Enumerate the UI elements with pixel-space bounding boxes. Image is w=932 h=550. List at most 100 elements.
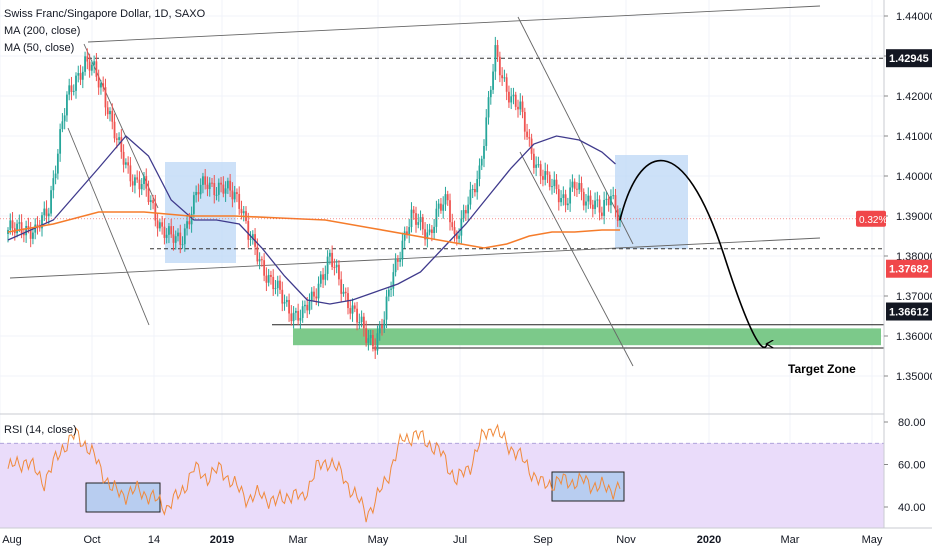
price-tick-label: 1.39000	[896, 211, 932, 223]
candle-body	[365, 328, 368, 343]
candle-body	[75, 75, 77, 91]
candle-body	[356, 308, 358, 323]
trend-lines	[9, 5, 821, 367]
candle-body	[281, 289, 284, 304]
ma200-legend-label[interactable]: MA (200, close)	[4, 25, 81, 37]
candle-body	[610, 196, 612, 206]
candle-body	[154, 203, 157, 221]
candle-body	[16, 223, 18, 234]
candle-body	[43, 208, 46, 216]
candle-body	[29, 229, 32, 239]
candle-body	[476, 178, 479, 193]
candle-body	[580, 183, 583, 192]
candle-body	[358, 321, 361, 323]
candle-body	[313, 291, 315, 297]
candle-body	[256, 246, 259, 262]
candle-body	[204, 176, 207, 185]
candle-body	[467, 204, 470, 214]
candle-body	[32, 232, 34, 239]
candle-body	[25, 225, 28, 236]
candle-body	[562, 194, 565, 199]
candle-body	[489, 89, 492, 98]
candle-body	[360, 316, 363, 322]
candle-body	[258, 259, 261, 262]
candle-body	[582, 191, 585, 206]
candle-body	[292, 312, 295, 322]
candle-body	[449, 200, 451, 223]
candle-body	[226, 180, 229, 189]
candle-body	[585, 201, 587, 206]
candle-body	[161, 222, 164, 227]
candle-body	[460, 218, 463, 236]
candle-body	[605, 198, 608, 200]
downtrend-line-2a	[517, 16, 634, 245]
candle-body	[143, 176, 145, 185]
candle-body	[247, 220, 250, 240]
target-zone-band	[293, 328, 881, 346]
candle-body	[469, 189, 472, 205]
candle-body	[213, 182, 216, 196]
candle-body	[444, 194, 447, 205]
candle-body	[396, 259, 399, 262]
candle-body	[211, 182, 213, 184]
candle-body	[251, 234, 254, 239]
candle-body	[451, 222, 454, 228]
candle-body	[521, 101, 524, 112]
lower-channel-line	[9, 237, 821, 279]
percent-tag-bg	[856, 210, 886, 227]
ma50-line	[7, 135, 616, 305]
rsi-legend-label[interactable]: RSI (14, close)	[4, 424, 77, 436]
candle-body	[165, 234, 168, 238]
price-tick-label: 1.41000	[896, 131, 932, 143]
price-tick-label: 1.44000	[896, 11, 932, 23]
price-axis: 1.440001.430001.420001.410001.400001.390…	[884, 11, 932, 514]
price-tick-label: 1.36000	[896, 331, 932, 343]
candle-body	[573, 181, 576, 189]
candle-body	[394, 259, 397, 273]
ma50-legend-label[interactable]: MA (50, close)	[4, 42, 75, 54]
candle-body	[147, 188, 150, 203]
candle-body	[387, 289, 390, 297]
candle-body	[206, 184, 209, 190]
candle-body	[177, 232, 179, 237]
candle-body	[496, 45, 499, 57]
candle-body	[100, 83, 102, 88]
candle-body	[283, 302, 286, 304]
candle-body	[383, 319, 386, 329]
candle-body	[433, 226, 436, 234]
candle-body	[172, 234, 175, 243]
candle-body	[36, 224, 39, 227]
price-tag-bg	[886, 302, 932, 321]
candle-body	[163, 226, 166, 238]
candle-body	[349, 308, 352, 314]
candle-body	[192, 195, 195, 214]
candle-body	[56, 153, 59, 174]
candle-body	[86, 56, 89, 62]
candle-body	[430, 229, 433, 234]
candle-body	[498, 56, 501, 76]
candle-body	[263, 260, 266, 276]
time-tick-label: Mar	[781, 534, 800, 546]
candle-body	[578, 183, 581, 190]
candle-body	[18, 222, 21, 224]
candle-body	[494, 45, 497, 72]
candle-body	[478, 165, 481, 179]
candle-body	[220, 182, 222, 185]
candle-body	[90, 64, 93, 71]
candle-body	[47, 213, 50, 217]
candle-body	[437, 203, 440, 209]
candle-body	[310, 291, 313, 302]
candle-body	[544, 171, 547, 180]
symbol-title[interactable]: Swiss Franc/Singapore Dollar, 1D, SAXO	[4, 8, 206, 20]
candle-body	[20, 222, 23, 234]
time-tick-label: Aug	[2, 534, 22, 546]
candle-body	[276, 280, 279, 289]
candle-body	[480, 158, 483, 166]
candle-body	[9, 220, 12, 230]
candle-body	[188, 221, 191, 225]
candle-body	[376, 333, 379, 351]
candle-body	[455, 233, 458, 239]
candle-body	[88, 61, 91, 71]
rsi-tick-label: 80.00	[898, 417, 926, 429]
candle-body	[419, 217, 422, 223]
